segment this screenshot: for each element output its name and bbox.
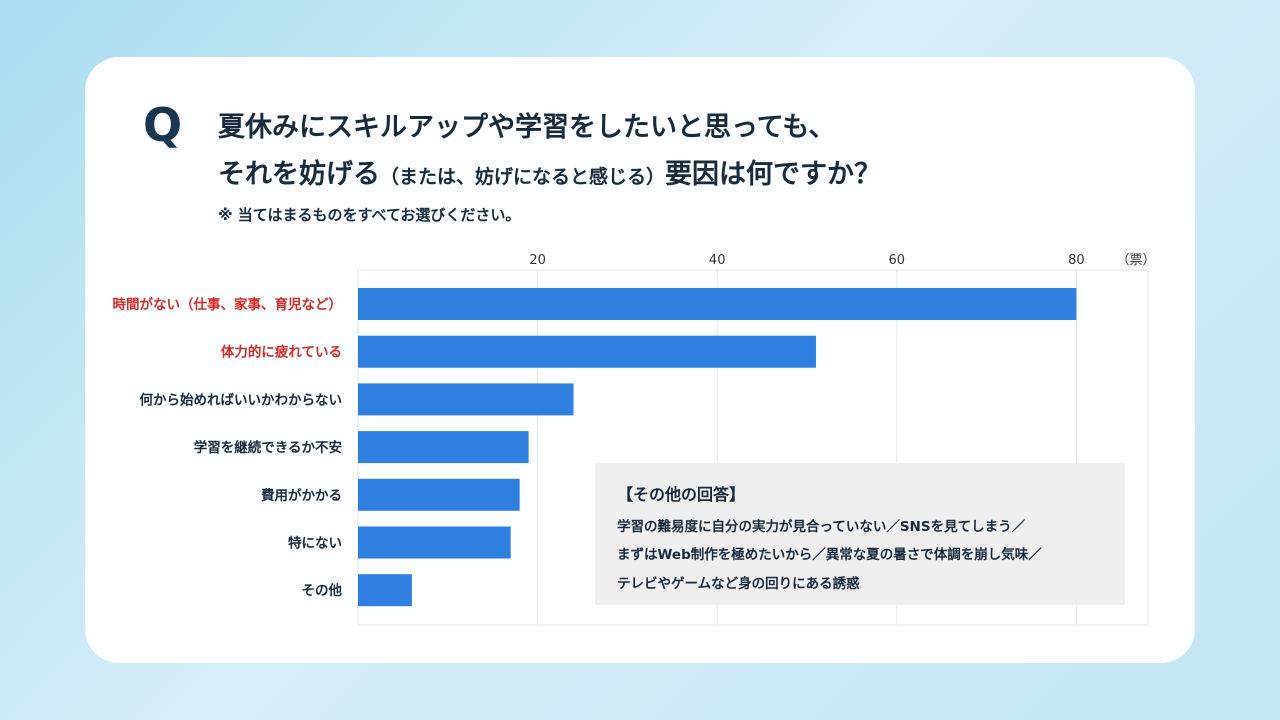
bar xyxy=(358,383,574,416)
x-tick-label: 60 xyxy=(889,253,906,268)
other-answers-line: テレビやゲームなど身の回りにある誘惑 xyxy=(617,576,860,592)
x-tick-label: 40 xyxy=(709,253,726,268)
other-answers-box: 【その他の回答】 学習の難易度に自分の実力が見合っていない／SNSを見てしまう／… xyxy=(595,463,1125,605)
bar xyxy=(358,335,816,368)
category-label: 特にない xyxy=(288,535,342,552)
other-answers-title: 【その他の回答】 xyxy=(617,485,746,504)
other-answers-line: 学習の難易度に自分の実力が見合っていない／SNSを見てしまう／ xyxy=(617,519,1026,535)
x-tick-label: 20 xyxy=(529,253,546,268)
question-title-line2-paren: （または、妨げになると感じる） xyxy=(380,166,666,188)
question-note: ※ 当てはまるものをすべてお選びください。 xyxy=(218,206,521,224)
bar xyxy=(358,526,511,559)
category-label: 時間がない（仕事、家事、育児など） xyxy=(113,296,343,313)
category-label: 学習を継続できるか不安 xyxy=(194,439,342,456)
question-mark: Q xyxy=(143,98,183,152)
bar xyxy=(358,288,1077,320)
x-unit-label: （票） xyxy=(1116,253,1155,268)
x-tick-label: 80 xyxy=(1068,253,1085,268)
question-title-line2: それを妨げる（または、妨げになると感じる）要因は何ですか？ xyxy=(218,152,881,191)
category-label: 何から始めればいいかわからない xyxy=(140,391,343,408)
question-title-line2-end: 要因は何ですか？ xyxy=(665,159,882,190)
bar xyxy=(358,431,529,464)
bar xyxy=(358,478,520,511)
bar xyxy=(358,574,412,607)
other-answers-line: まずはWeb制作を極めたいから／異常な夏の暑さで体調を崩し気味／ xyxy=(617,547,1042,563)
question-title-line2-main: それを妨げる xyxy=(218,159,380,190)
category-label: 費用がかかる xyxy=(261,487,342,504)
category-label: 体力的に疲れている xyxy=(221,344,342,361)
question-title-line1: 夏休みにスキルアップや学習をしたいと思っても、 xyxy=(218,112,836,143)
category-label: その他 xyxy=(302,582,343,599)
